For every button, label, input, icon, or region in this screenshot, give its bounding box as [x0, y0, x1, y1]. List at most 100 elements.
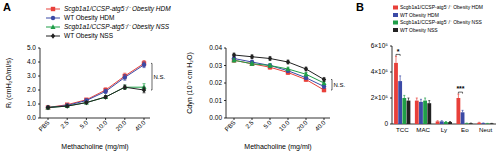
x-tick-label: 5.0	[78, 118, 89, 129]
panel-label: B	[356, 1, 364, 13]
x-tick	[234, 118, 235, 120]
x-tick	[86, 118, 87, 120]
panel-label: A	[3, 1, 11, 13]
error-bar	[269, 64, 272, 68]
x-tick-label: TCC	[396, 126, 409, 133]
marker	[46, 105, 50, 109]
x-tick-label: PBS	[223, 119, 237, 133]
error-bar	[420, 99, 422, 102]
x-tick	[306, 118, 307, 120]
y-tick-label: 1.0	[27, 100, 36, 107]
y-title: Cdyn (10⁻² cm H₂O)	[186, 52, 194, 114]
error-bar	[233, 53, 236, 57]
legend-label: WT Obesity NSS	[64, 32, 114, 40]
error-bar	[449, 121, 451, 123]
series-line	[48, 65, 144, 108]
error-bar	[305, 76, 308, 80]
x-tick	[324, 118, 325, 120]
annotation: N.S.	[334, 82, 346, 88]
error-bar	[269, 64, 272, 68]
error-bar	[445, 121, 447, 123]
y-tick-label: 4×10⁵	[371, 68, 389, 75]
x-tick	[48, 118, 49, 120]
bracket	[151, 63, 152, 90]
bar	[465, 123, 469, 124]
bar	[444, 122, 448, 124]
legend-swatch	[393, 13, 398, 17]
bar	[415, 101, 419, 124]
legend-label: Scgb1a1/CCSP-atg5⁻/⁻ Obesity NSS	[400, 19, 482, 25]
error-bar	[305, 73, 308, 77]
annotation: ***	[456, 85, 464, 92]
legend-label: Scgb1a1/CCSP-atg5⁻/⁻ Obesity HDM	[400, 4, 483, 10]
marker	[286, 59, 290, 64]
x-tick-label: MAC	[416, 126, 430, 133]
error-bar	[441, 120, 443, 122]
bar	[394, 63, 398, 124]
bar	[440, 121, 444, 124]
marker	[268, 63, 273, 68]
y-tick-label: 0.03	[209, 62, 222, 69]
y-tick	[38, 62, 40, 63]
marker	[304, 72, 309, 77]
x-tick	[144, 118, 145, 120]
error-bar	[482, 122, 484, 123]
bar	[436, 121, 440, 124]
bar	[461, 112, 465, 124]
x-tick	[288, 118, 289, 120]
x-title: Methacholine (mg/ml)	[244, 143, 311, 151]
y-tick-label: 0	[384, 120, 388, 127]
error-bar	[470, 123, 472, 124]
error-bar	[123, 75, 126, 81]
error-bar	[399, 76, 401, 81]
bar	[398, 81, 402, 124]
error-bar	[323, 78, 326, 82]
marker	[103, 94, 108, 99]
marker	[103, 89, 107, 93]
y-tick-label: 0.01	[209, 97, 222, 104]
error-bar	[487, 123, 489, 124]
bar	[490, 123, 494, 124]
marker	[123, 75, 127, 79]
legend-label: Scgb1a1/CCSP-atg5⁻/⁻ Obesity HDM	[64, 5, 171, 13]
series-line	[48, 63, 144, 107]
bracket	[458, 92, 462, 94]
x-tick-label: 2.5	[244, 118, 255, 129]
x-tick-label: Neut	[479, 126, 492, 133]
marker	[304, 66, 308, 71]
series-line	[48, 87, 144, 107]
marker	[142, 63, 146, 67]
y-tick-label: 0.04	[209, 44, 222, 51]
error-bar	[478, 122, 480, 123]
x-tick	[67, 118, 68, 120]
bar	[469, 123, 473, 124]
marker	[65, 103, 70, 108]
marker	[46, 105, 50, 109]
y-tick	[224, 100, 226, 101]
error-bar	[143, 61, 146, 67]
x-tick-label: 10.0	[277, 118, 291, 132]
error-bar	[269, 57, 272, 61]
x-tick	[252, 118, 253, 120]
legend-swatch	[393, 6, 398, 10]
x-tick-label: 40.0	[313, 118, 327, 132]
y-tick-label: 0.0	[27, 114, 36, 121]
marker	[84, 100, 89, 105]
error-bar	[491, 123, 493, 124]
marker	[46, 105, 50, 110]
x-tick-label: 20.0	[295, 118, 309, 132]
error-bar	[123, 73, 126, 79]
y-axis	[392, 46, 393, 124]
error-bar	[428, 101, 430, 104]
y-tick	[390, 98, 392, 99]
bar	[423, 101, 427, 124]
error-bar	[437, 120, 439, 122]
error-bar	[457, 94, 459, 98]
y-tick	[38, 76, 40, 77]
axes: 0.000.010.020.030.04Cdyn (10⁻² cm H₂O)PB…	[186, 44, 330, 151]
y-tick-label: 0.02	[209, 79, 222, 86]
bar	[486, 123, 490, 124]
error-bar	[395, 56, 397, 63]
y-tick-label: 5.0	[27, 44, 36, 51]
error-bar	[407, 98, 409, 101]
